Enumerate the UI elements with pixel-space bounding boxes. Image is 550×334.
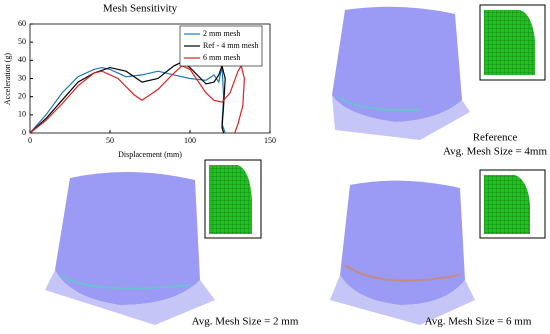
render-6mm [330, 169, 546, 325]
render-2mm [45, 159, 262, 325]
x-tick-label: 0 [28, 136, 32, 145]
caption: Avg. Mesh Size = 6 mm [425, 316, 532, 328]
x-axis-label: Displacement (mm) [118, 150, 182, 159]
caption: Reference [473, 132, 518, 144]
caption: Avg. Mesh Size = 4mm [443, 146, 548, 158]
legend-box [179, 25, 263, 67]
series-line [29, 61, 226, 134]
legend-label: Ref - 4 mm mesh [203, 41, 259, 50]
legend-label: 2 mm mesh [203, 29, 240, 38]
legend-label: 6 mm mesh [203, 53, 240, 62]
y-tick-label: 60 [18, 19, 26, 28]
y-tick-label: 10 [18, 110, 26, 119]
y-tick-label: 30 [18, 73, 26, 82]
y-tick-label: 0 [22, 128, 26, 137]
x-tick-label: 150 [264, 136, 276, 145]
caption: Avg. Mesh Size = 2 mm [192, 316, 299, 328]
render-reference [332, 4, 546, 140]
x-tick-label: 100 [184, 136, 196, 145]
y-tick-label: 40 [18, 55, 26, 64]
chart-title: Mesh Sensitivity [103, 3, 178, 15]
x-tick-label: 50 [106, 136, 114, 145]
y-tick-label: 50 [18, 37, 26, 46]
series-line [29, 65, 226, 134]
y-tick-label: 20 [18, 91, 26, 100]
y-axis-label: Acceleration (g) [3, 53, 12, 106]
